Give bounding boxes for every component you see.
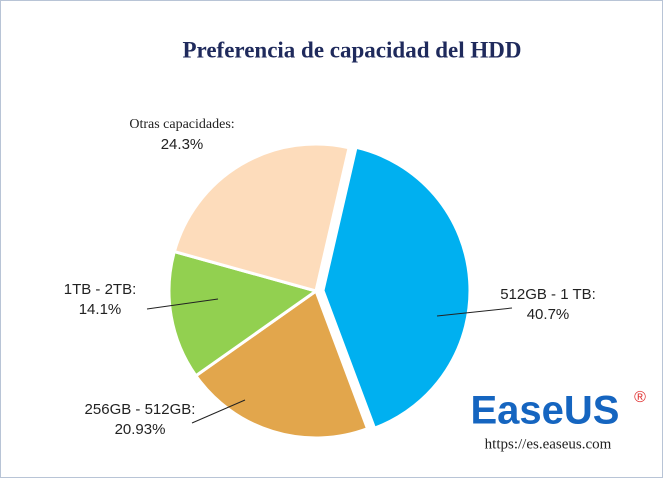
registered: ® <box>634 389 646 406</box>
pie-slice <box>172 142 351 293</box>
url: https://es.easeus.com <box>485 436 612 452</box>
slice-label: Otras capacidades: <box>129 117 234 132</box>
leader-line <box>146 298 219 310</box>
value-label: 24.3% <box>161 136 204 153</box>
leader-line <box>436 307 513 317</box>
slice-label: 256GB - 512GB: <box>85 401 196 418</box>
leader-line <box>191 399 246 424</box>
slice-label: 512GB - 1 TB: <box>500 286 596 303</box>
value-label: 14.1% <box>79 301 122 318</box>
pie-slice <box>321 145 472 431</box>
brand: EaseUS <box>471 389 620 433</box>
slice-label: 1TB - 2TB: <box>64 281 137 298</box>
chart-title: Preferencia de capacidad del HDD <box>183 37 522 62</box>
pie-slice <box>193 288 370 440</box>
pie-slice <box>167 249 320 378</box>
value-label: 20.93% <box>115 421 166 438</box>
value-label: 40.7% <box>527 306 570 323</box>
